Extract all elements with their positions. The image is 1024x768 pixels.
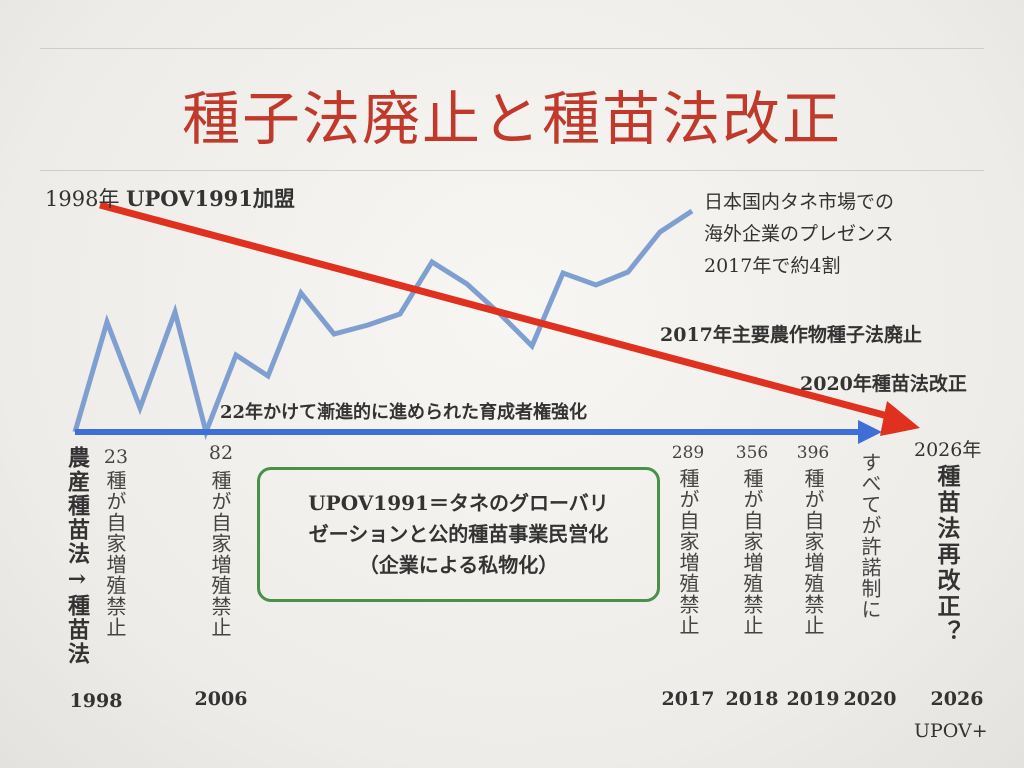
foreign-share-line: 日本国内タネ市場での [704, 191, 895, 213]
milestone-text: 種が自家増殖禁止 [103, 470, 127, 638]
foreign-share-line: 海外企業のプレゼンス [704, 223, 894, 245]
box-line: UPOV1991＝タネのグローバリ [308, 491, 609, 515]
milestone-count: 356 [735, 443, 769, 463]
milestone-count: 396 [796, 443, 830, 463]
milestone-count: 23 [103, 446, 129, 468]
upov-join-label: 1998年 UPOV1991加盟 [45, 183, 295, 213]
milestone-text: すべてが許諾制に [858, 452, 882, 620]
slide-title: 種子法廃止と種苗法改正 [181, 85, 842, 153]
future-note: UPOV+ [914, 720, 988, 742]
trend-red-arrow [99, 201, 896, 422]
event-2017: 2017年主要農作物種子法廃止 [660, 324, 922, 346]
upov-summary-box: UPOV1991＝タネのグローバリ ゼーションと公的種苗事業民営化 （企業による… [257, 467, 660, 602]
timeline-arrowhead [858, 420, 882, 444]
milestone-year: 2017 [661, 688, 715, 710]
upov-join-text: UPOV1991加盟 [126, 186, 295, 211]
top-rule [40, 48, 984, 49]
milestone-year: 2019 [786, 688, 840, 710]
foreign-share-line: 2017年で約4割 [704, 255, 841, 277]
future-year-label: 2026年 [914, 439, 982, 461]
future-year: 2026 [930, 688, 984, 710]
foreign-share-note: 日本国内タネ市場での 海外企業のプレゼンス 2017年で約4割 [704, 186, 894, 282]
milestone-year: 1998 [69, 690, 123, 712]
milestone-year: 2020 [843, 688, 897, 710]
milestone-text: 種が自家増殖禁止 [676, 468, 700, 636]
milestone-count: 82 [208, 442, 234, 464]
box-line: ゼーションと公的種苗事業民営化 [308, 522, 609, 546]
milestone-text: 種が自家増殖禁止 [740, 468, 764, 636]
timeline-label: 22年かけて漸進的に進められた育成者権強化 [220, 402, 588, 423]
box-line: （企業による私物化） [358, 553, 559, 577]
event-2020: 2020年種苗法改正 [800, 373, 967, 395]
milestone-count: 289 [671, 443, 705, 463]
milestone-year: 2018 [725, 688, 779, 710]
red-arrowhead [880, 401, 920, 436]
milestone-text: 種が自家増殖禁止 [801, 468, 825, 636]
title-rule [40, 170, 984, 171]
milestone-text: 種が自家増殖禁止 [208, 470, 232, 638]
foreign-presence-trend-line [72, 208, 694, 441]
milestone-year: 2006 [194, 688, 248, 710]
future-text: 種苗法再改正？ [933, 464, 960, 646]
upov-join-year: 1998年 [45, 187, 120, 211]
law-change-label: 農産種苗法→種苗法 [64, 446, 90, 666]
